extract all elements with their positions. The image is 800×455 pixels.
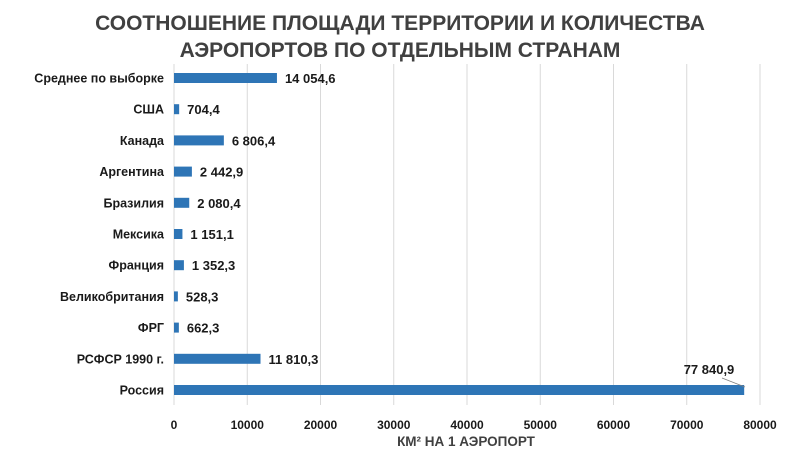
x-tick-label: 10000	[231, 418, 265, 432]
category-label: Великобритания	[60, 290, 164, 304]
category-label: Бразилия	[103, 196, 164, 210]
category-label: РСФСР 1990 г.	[77, 352, 164, 366]
data-label: 14 054,6	[285, 71, 336, 86]
chart-title-line-1: СООТНОШЕНИЕ ПЛОЩАДИ ТЕРРИТОРИИ И КОЛИЧЕС…	[95, 12, 705, 35]
category-label: Франция	[109, 259, 164, 273]
category-label: Россия	[120, 384, 164, 398]
x-tick-label: 20000	[304, 418, 338, 432]
x-tick-label: 70000	[670, 418, 704, 432]
bar	[174, 260, 184, 271]
x-axis-ticks: 0 10000 20000 30000 40000 50000 60000 70000 8000…	[171, 418, 777, 432]
x-tick-label: 50000	[524, 418, 558, 432]
gridlines	[173, 64, 761, 405]
bar	[174, 291, 178, 302]
data-label: 704,4	[187, 102, 220, 117]
chart-title-line-2: АЭРОПОРТОВ ПО ОТДЕЛЬНЫМ СТРАНАМ	[180, 39, 621, 62]
category-label: ФРГ	[138, 321, 164, 335]
x-axis-title: КМ² НА 1 АЭРОПОРТ	[397, 434, 536, 449]
data-label: 11 810,3	[269, 352, 319, 367]
data-label: 77 840,9	[684, 362, 735, 377]
data-label: 528,3	[186, 289, 219, 304]
data-label: 1 352,3	[192, 258, 235, 273]
data-label: 1 151,1	[190, 227, 233, 242]
bar	[174, 73, 277, 83]
category-label: Среднее по выборке	[34, 72, 164, 86]
category-labels: Среднее по выборке США Канада Аргентина Браз…	[34, 72, 165, 398]
bar	[174, 104, 180, 115]
x-tick-label: 80000	[743, 418, 777, 432]
x-tick-label: 60000	[597, 418, 631, 432]
data-label: 2 080,4	[197, 196, 241, 211]
category-label: США	[133, 103, 164, 117]
x-tick-label: 30000	[377, 418, 411, 432]
bar	[174, 385, 745, 395]
x-tick-label: 40000	[450, 418, 484, 432]
bar	[174, 135, 224, 146]
data-label-leader	[721, 377, 746, 388]
bar	[174, 197, 190, 208]
bar	[174, 353, 261, 364]
category-label: Аргентина	[99, 165, 165, 179]
bar	[174, 229, 183, 239]
category-label: Мексика	[113, 228, 165, 242]
data-labels: 14 054,6 704,4 6 806,4 2 442,9 2 080,4 1 151,…	[186, 71, 746, 388]
category-label: Канада	[120, 134, 165, 148]
bar	[174, 166, 192, 177]
data-label: 2 442,9	[200, 165, 243, 180]
data-label: 6 806,4	[232, 133, 276, 148]
x-tick-label: 0	[171, 418, 178, 432]
bar	[174, 322, 179, 333]
data-label: 662,3	[187, 321, 220, 336]
bars	[174, 73, 745, 395]
